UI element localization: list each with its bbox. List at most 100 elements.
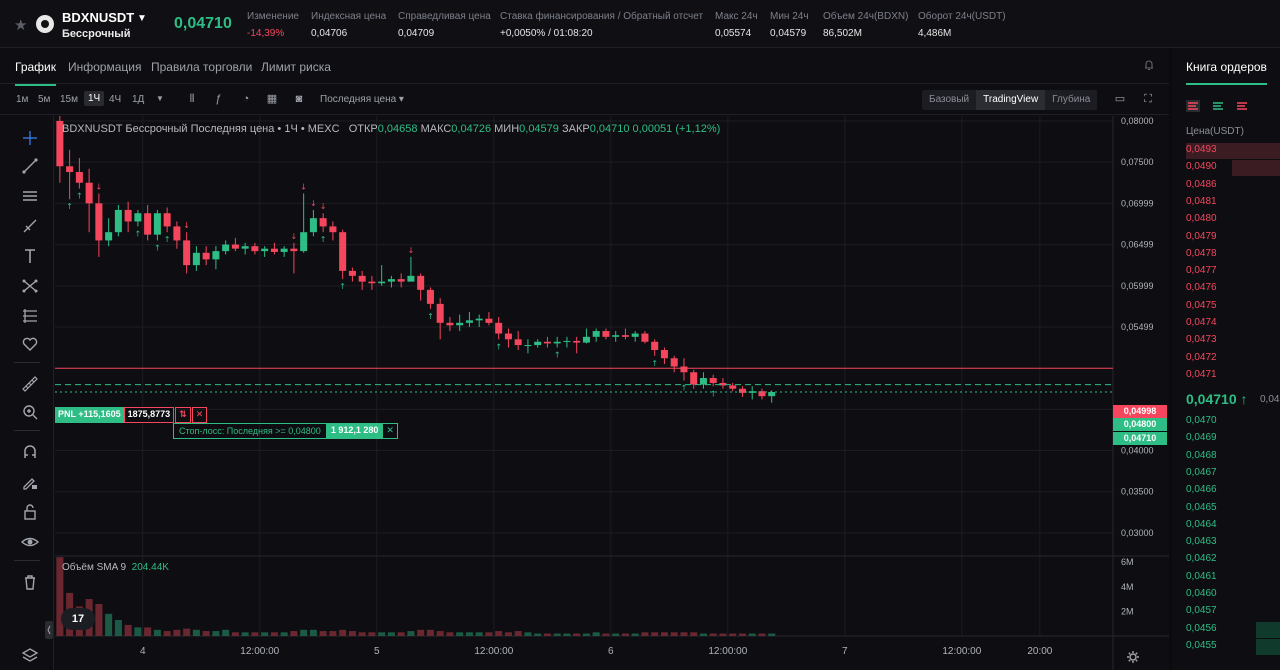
layers-icon[interactable]	[20, 644, 40, 666]
reverse-position-icon[interactable]: ⇅	[175, 407, 191, 423]
ruler-icon[interactable]	[20, 374, 40, 394]
book-ask-price[interactable]: 0,0490	[1186, 161, 1217, 173]
book-ask-price[interactable]: 0,0472	[1186, 351, 1217, 363]
candle-body	[768, 392, 776, 397]
brush-icon[interactable]	[20, 216, 40, 236]
candle-body	[95, 203, 103, 241]
chart-settings-gear-icon[interactable]	[1126, 650, 1140, 664]
timeframe-4h[interactable]: 4Ч	[109, 94, 122, 105]
volume-bar	[339, 629, 347, 636]
candle-body	[504, 333, 512, 340]
close-position-icon[interactable]: ✕	[191, 407, 208, 423]
book-bid-price[interactable]: 0,0456	[1186, 622, 1217, 634]
eye-icon[interactable]	[20, 532, 40, 552]
view-basic[interactable]: Базовый	[929, 94, 970, 105]
heart-icon[interactable]	[20, 334, 40, 354]
indicators-icon[interactable]: ƒ	[214, 93, 222, 105]
book-ask-price[interactable]: 0,0486	[1186, 178, 1217, 190]
text-icon[interactable]	[20, 246, 40, 266]
book-bid-price[interactable]: 0,0466	[1186, 484, 1217, 496]
book-ask-price[interactable]: 0,0480	[1186, 213, 1217, 225]
timeframe-1d[interactable]: 1Д	[132, 94, 145, 105]
book-bid-price[interactable]: 0,0469	[1186, 432, 1217, 444]
book-bid-price[interactable]: 0,0460	[1186, 588, 1217, 599]
price-chart[interactable]: 0,08000 0,07500 0,06999 0,06499 0,05999 0,054…	[55, 116, 1169, 670]
book-ask-price[interactable]: 0,0493	[1186, 144, 1217, 155]
timeframe-dropdown-icon[interactable]: ▼	[156, 94, 164, 103]
favorite-star-icon[interactable]: ★	[14, 17, 28, 34]
pencil-lock-icon[interactable]	[20, 472, 40, 492]
camera-icon[interactable]: ◙	[295, 93, 303, 105]
magnet-icon[interactable]	[20, 442, 40, 462]
tab-trading-rules[interactable]: Правила торговли	[151, 60, 253, 74]
timeframe-1m[interactable]: 1м	[16, 94, 29, 105]
buy-marker: ↑	[681, 383, 688, 392]
book-both-view-icon[interactable]	[1186, 100, 1200, 112]
book-ask-price[interactable]: 0,0471	[1186, 368, 1217, 380]
trend-line-icon[interactable]	[20, 156, 40, 176]
book-bid-price[interactable]: 0,0461	[1186, 570, 1217, 582]
lock-icon[interactable]	[20, 502, 40, 522]
book-ask-price[interactable]: 0,0479	[1186, 230, 1217, 242]
book-ask-price[interactable]: 0,0473	[1186, 334, 1217, 346]
tab-risk-limit[interactable]: Лимит риска	[261, 60, 331, 74]
book-bid-price[interactable]: 0,0468	[1186, 449, 1217, 461]
volume-bar	[114, 620, 122, 636]
stat-volume-24h: Объем 24ч(BDXN) 86,502M	[823, 11, 909, 39]
book-ask-depth-bar	[1232, 160, 1280, 177]
candle-body	[358, 275, 366, 282]
collapse-tools-icon[interactable]	[45, 621, 53, 639]
candle-body	[300, 232, 308, 252]
stop-loss-line-label[interactable]: Стоп-лосс: Последняя >= 0,04800 1 912,1 …	[173, 423, 398, 439]
book-ask-price[interactable]: 0,0477	[1186, 265, 1217, 277]
book-bid-price[interactable]: 0,0457	[1186, 605, 1217, 617]
book-bid-price[interactable]: 0,0462	[1186, 553, 1217, 565]
volume-bar	[504, 632, 512, 636]
trash-icon[interactable]	[20, 572, 40, 592]
order-book-title[interactable]: Книга ордеров	[1186, 60, 1267, 85]
volume-bar	[261, 632, 269, 636]
crosshair-icon[interactable]	[20, 128, 40, 148]
tradingview-logo[interactable]: 17	[61, 608, 95, 630]
candle-body	[758, 391, 766, 397]
position-line-label[interactable]: PNL +115,1605 1875,8773 ⇅ ✕	[55, 407, 208, 423]
view-depth[interactable]: Глубина	[1052, 94, 1091, 105]
book-ask-price[interactable]: 0,0474	[1186, 317, 1217, 328]
fib-icon[interactable]	[20, 306, 40, 326]
candle-body	[485, 318, 493, 323]
bell-icon[interactable]	[1143, 59, 1155, 71]
cancel-stop-loss-icon[interactable]: ✕	[382, 423, 398, 439]
horizontal-lines-icon[interactable]	[20, 186, 40, 206]
symbol-dropdown-icon[interactable]: ▼	[137, 13, 147, 24]
zoom-in-icon[interactable]	[20, 402, 40, 422]
legend-open: 0,04658	[377, 123, 418, 135]
book-ask-price[interactable]: 0,0481	[1186, 195, 1217, 207]
tab-info[interactable]: Информация	[68, 60, 142, 74]
layout-icon[interactable]: ▦	[266, 93, 278, 105]
fullscreen-icon[interactable]: ⛶	[1144, 93, 1152, 105]
book-ask-price[interactable]: 0,0478	[1186, 247, 1217, 259]
book-bid-price[interactable]: 0,0464	[1186, 518, 1217, 530]
book-bid-price[interactable]: 0,0455	[1186, 639, 1217, 651]
chart-canvas[interactable]: 0,08000 0,07500 0,06999 0,06499 0,05999 0,054…	[55, 116, 1169, 670]
calendar-icon[interactable]: ▭	[1114, 93, 1126, 105]
book-bid-price[interactable]: 0,0467	[1186, 466, 1217, 478]
candle-type-icon[interactable]: ⫴	[189, 93, 195, 105]
book-bid-price[interactable]: 0,0463	[1186, 536, 1217, 548]
timeframe-15m[interactable]: 15м	[60, 94, 78, 105]
y-axis-tick-label: 0,04000	[1121, 446, 1154, 456]
book-ask-price[interactable]: 0,0476	[1186, 282, 1217, 294]
book-bids-view-icon[interactable]	[1211, 100, 1225, 112]
book-bid-price[interactable]: 0,0465	[1186, 501, 1217, 513]
tab-chart[interactable]: График	[15, 60, 56, 86]
book-bid-price[interactable]: 0,0470	[1186, 415, 1217, 426]
timeframe-1h[interactable]: 1Ч	[84, 91, 105, 106]
symbol-name[interactable]: BDXNUSDT	[62, 10, 135, 25]
price-type-select[interactable]: Последняя цена ▾	[320, 94, 404, 105]
book-ask-price[interactable]: 0,0475	[1186, 299, 1217, 311]
timeframe-5m[interactable]: 5м	[38, 94, 51, 105]
view-tradingview[interactable]: TradingView	[976, 90, 1046, 110]
pattern-icon[interactable]	[20, 276, 40, 296]
book-asks-view-icon[interactable]	[1235, 100, 1249, 112]
gauge-icon[interactable]: ◔	[242, 93, 250, 105]
